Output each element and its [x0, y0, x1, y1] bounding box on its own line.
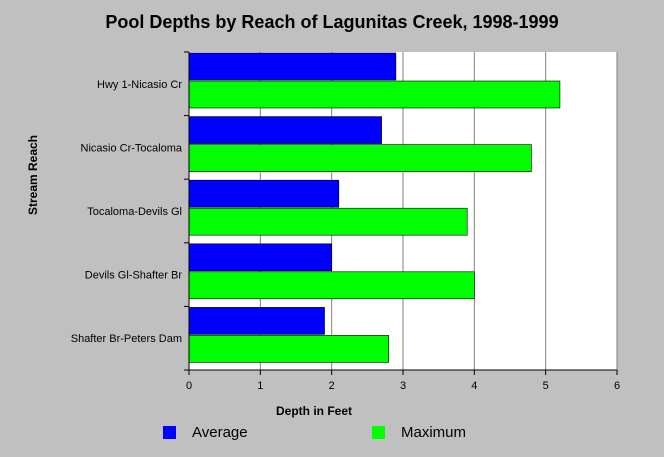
x-tick-label: 1: [257, 380, 263, 392]
y-category-label: Hwy 1-Nicasio Cr: [97, 79, 182, 91]
chart-title: Pool Depths by Reach of Lagunitas Creek,…: [105, 12, 559, 32]
bar-average-4: [188, 243, 332, 272]
y-axis-label: Stream Reach: [26, 134, 40, 216]
y-category-label: Shafter Br-Peters Dam: [71, 333, 182, 345]
legend-item-average: Average: [163, 423, 248, 441]
bar-average-2: [188, 116, 382, 144]
x-tick-label: 6: [614, 380, 620, 392]
bar-maximum-1: [188, 80, 561, 109]
legend-label-maximum: Maximum: [401, 423, 467, 441]
legend-swatch-average: [163, 425, 176, 439]
legend-label-average: Average: [192, 423, 248, 441]
x-axis-label: Depth in Feet: [275, 404, 353, 418]
x-tick-label: 4: [471, 380, 477, 392]
y-category-label: Tocaloma-Devils Gl: [87, 206, 182, 218]
x-tick-label: 5: [543, 380, 549, 392]
bar-average-1: [188, 52, 397, 81]
legend-swatch-maximum: [372, 425, 385, 439]
bar-maximum-5: [188, 335, 390, 363]
x-tick-label: 2: [329, 380, 335, 392]
x-tick-label: 0: [186, 380, 192, 392]
legend-item-maximum: Maximum: [372, 423, 466, 441]
x-tick-label: 3: [400, 380, 406, 392]
y-category-label: Nicasio Cr-Tocaloma: [81, 142, 183, 154]
bar-maximum-4: [188, 271, 475, 300]
bar-maximum-2: [188, 144, 532, 172]
bar-maximum-3: [188, 207, 468, 236]
bar-average-3: [188, 179, 340, 208]
y-category-label: Devils Gl-Shafter Br: [85, 270, 183, 282]
bar-average-5: [188, 307, 325, 335]
